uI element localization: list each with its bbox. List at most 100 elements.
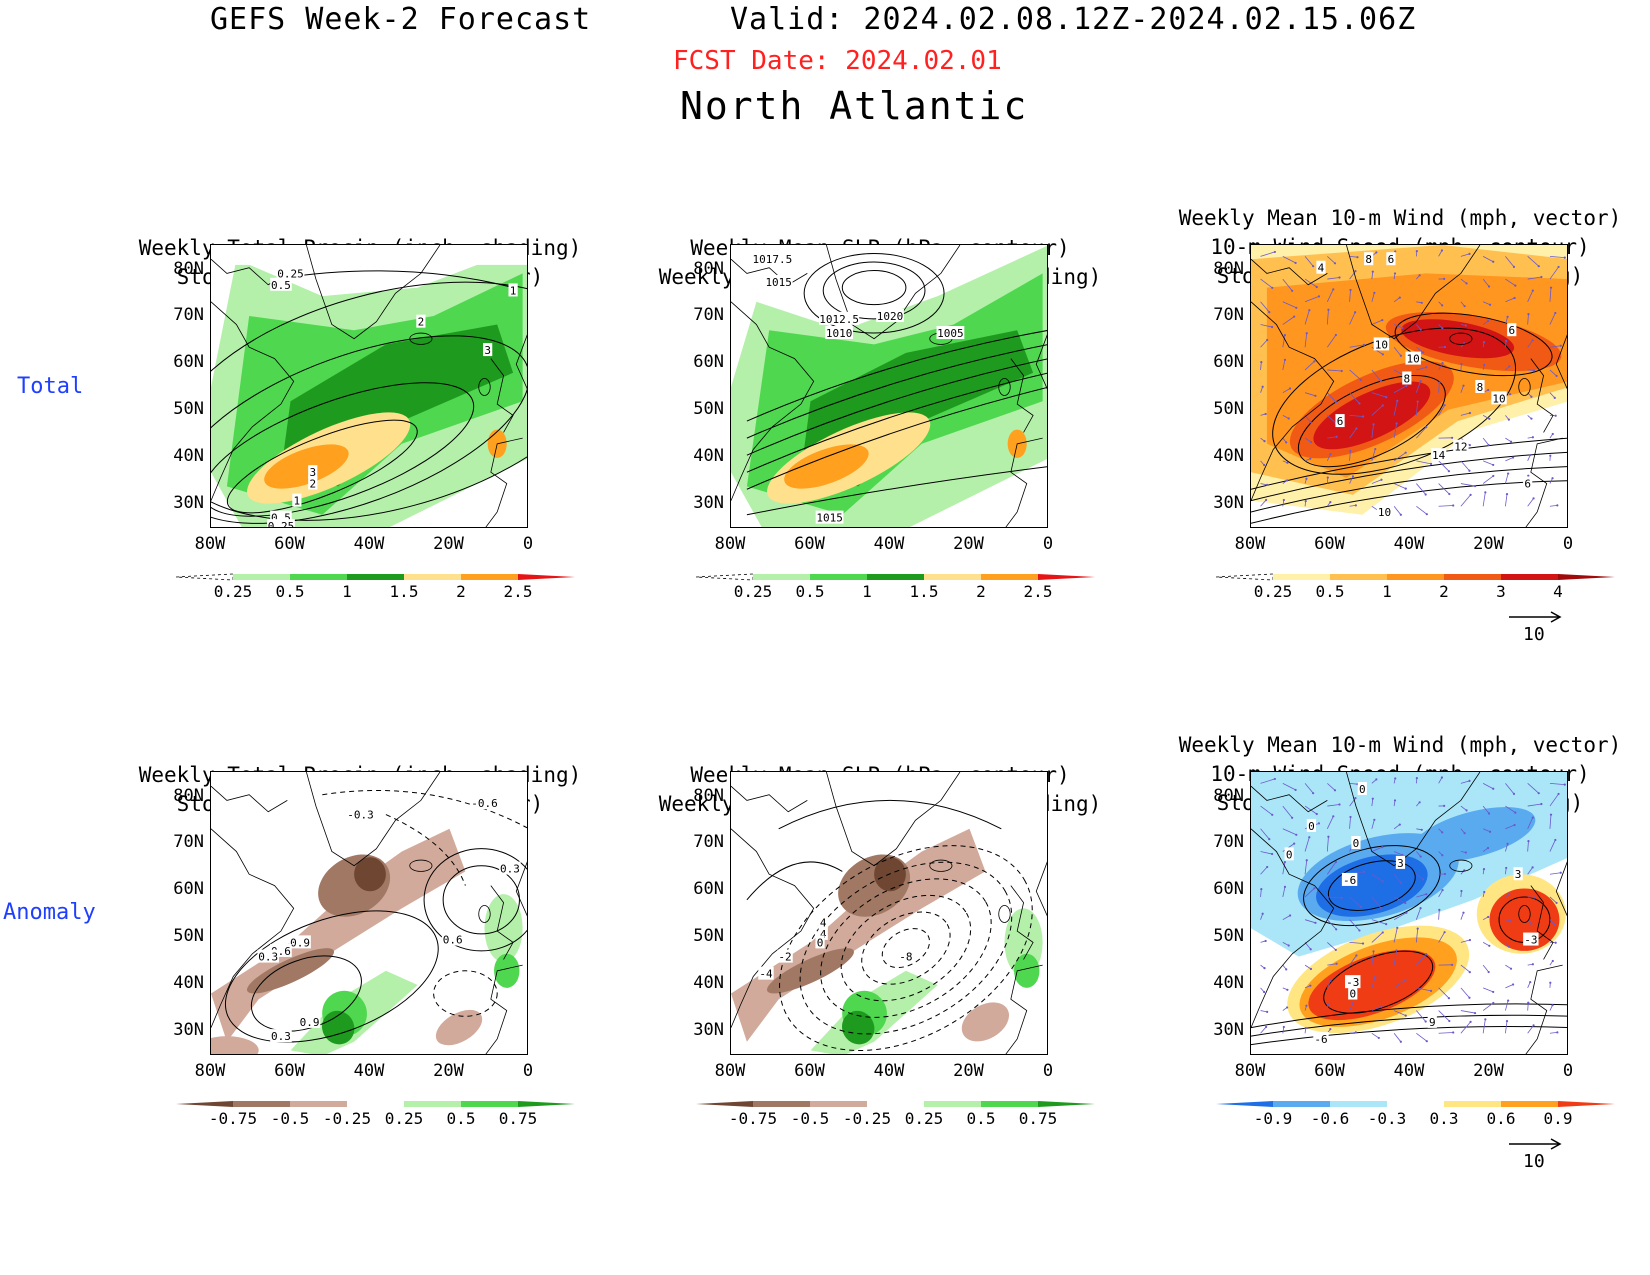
map-panel-precip-anom: -0.3-0.60.30.60.90.60.30.90.3 [210, 771, 528, 1055]
contour-label: 1015 [815, 510, 844, 525]
lon-tick-label: 40W [873, 1061, 905, 1081]
svg-text:1005: 1005 [937, 327, 964, 340]
colorbar-bin [1558, 1101, 1615, 1107]
shade-region [354, 857, 386, 892]
lon-tick-label: 40W [873, 534, 905, 554]
valid-period: Valid: 2024.02.08.12Z-2024.02.15.06Z [730, 2, 1417, 37]
lon-tick-label: 80W [714, 534, 746, 554]
colorbar-precip-total-2 [695, 573, 1095, 581]
colorbar-bin [696, 1101, 753, 1107]
lon-tick-label: 40W [353, 1061, 385, 1081]
lat-tick-label: 50N [173, 926, 204, 947]
region-title: North Atlantic [680, 84, 1029, 128]
svg-text:10: 10 [1492, 392, 1505, 405]
lon-tick-label: 20W [1473, 1061, 1504, 1081]
contour-line [1297, 374, 1446, 468]
shade-region [247, 948, 334, 994]
contour-label: 0.5 [270, 277, 292, 292]
colorbar-bin [1501, 574, 1558, 580]
contour-label: 3 [308, 465, 318, 479]
shade-region [842, 1010, 875, 1045]
precip-25in [264, 444, 349, 489]
colorbar-bin [1444, 574, 1501, 580]
colorbar-bin [1216, 1101, 1273, 1107]
svg-text:0: 0 [1349, 988, 1356, 1001]
lat-tick-label: 70N [693, 305, 724, 326]
isobar [746, 344, 1047, 439]
contour-label: 0.6 [441, 932, 464, 947]
lat-tick-label: 80N [1213, 258, 1244, 279]
contour-line [1251, 1025, 1567, 1046]
svg-text:1015: 1015 [765, 276, 792, 289]
svg-text:0.6: 0.6 [443, 934, 463, 947]
lon-tick-label: 60W [274, 534, 305, 554]
contour-line [433, 970, 498, 1017]
lat-tick-label: 50N [693, 399, 724, 420]
colorbar-bin [1273, 574, 1330, 580]
map-panel-slp-anom: 440-2-4-8 [730, 771, 1048, 1055]
isobar-anomaly [746, 861, 843, 901]
lon-tick-label: 20W [1473, 534, 1504, 554]
shade-region [1308, 949, 1436, 1021]
contour-label: 0.9 [298, 1014, 321, 1029]
lat-tick-label: 30N [1213, 1019, 1244, 1040]
colorbar-bin [233, 574, 290, 580]
colorbar-tick-label: 0.25 [384, 1109, 424, 1128]
lat-tick-label: 50N [173, 399, 204, 420]
contour-line [1272, 327, 1517, 475]
svg-text:0.3: 0.3 [258, 951, 278, 964]
coastline [1251, 772, 1567, 1054]
contour-label: -3 [1345, 975, 1361, 989]
contour-label: 3 [483, 343, 493, 357]
colorbar-tick-label: 0.9 [1543, 1109, 1573, 1128]
shade-region [494, 953, 520, 988]
coastline [1251, 245, 1567, 527]
svg-text:-8: -8 [899, 951, 912, 964]
svg-text:2: 2 [418, 316, 425, 329]
colorbar-bin [1273, 1101, 1330, 1107]
colorbar-tick-label: 2 [456, 582, 466, 601]
lat-tick-label: 80N [1213, 785, 1244, 806]
colorbar-bin [347, 574, 404, 580]
colorbar-tick-label: 1 [1382, 582, 1392, 601]
contour-line [1251, 1014, 1567, 1037]
contour-label: 6 [1386, 252, 1396, 266]
shade-region [435, 1009, 483, 1046]
svg-text:8: 8 [1404, 372, 1411, 385]
lon-tick-label: 20W [433, 1061, 464, 1081]
lat-tick-label: 60N [1213, 352, 1244, 373]
lat-tick-label: 70N [1213, 832, 1244, 853]
colorbar-bin [695, 573, 754, 581]
lat-tick-label: 40N [173, 973, 204, 993]
shade-region [1313, 381, 1431, 450]
shade-region [1316, 854, 1428, 917]
svg-text:-3: -3 [1346, 976, 1359, 989]
svg-text:10: 10 [1375, 338, 1388, 351]
lon-tick-label: 60W [274, 1061, 305, 1081]
lat-tick-label: 30N [173, 1019, 204, 1040]
lon-tick-label: 0 [1562, 534, 1574, 554]
contour-label: -3 [1523, 932, 1539, 947]
reference-vector-label-2: 10 [1523, 1151, 1545, 1172]
isobar-anomaly [779, 845, 1033, 1051]
shade-region [211, 1036, 259, 1054]
colorbar-bin [404, 574, 461, 580]
contour-label: 10 [1373, 337, 1390, 351]
lon-tick-label: 0 [1042, 1061, 1054, 1081]
contour-line [1251, 451, 1567, 502]
colorbar-bin [1038, 1101, 1095, 1107]
contour-line [211, 281, 527, 521]
lat-tick-label: 60N [173, 352, 204, 373]
colorbar-bin [290, 574, 347, 580]
lat-tick-label: 50N [693, 926, 724, 947]
contour-label: 8 [1475, 380, 1485, 394]
svg-text:14: 14 [1432, 449, 1446, 462]
colorbar-bin [175, 573, 234, 581]
colorbar-tick-label: -0.6 [1310, 1109, 1350, 1128]
colorbar-tick-label: 1 [342, 582, 352, 601]
coastline [731, 245, 1047, 527]
colorbar-precip-anom-2 [696, 1101, 1095, 1107]
contour-label: -0.3 [346, 807, 375, 822]
contour-label: -0.6 [470, 796, 499, 810]
colorbar-tick-label: -0.75 [208, 1109, 258, 1128]
